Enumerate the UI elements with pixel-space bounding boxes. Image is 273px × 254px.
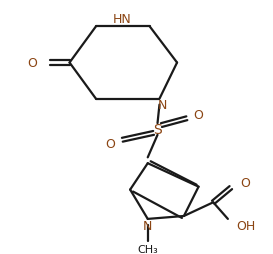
Text: N: N <box>158 99 167 112</box>
Text: O: O <box>28 57 37 70</box>
Text: O: O <box>241 177 250 189</box>
Text: HN: HN <box>113 13 132 26</box>
Text: S: S <box>153 122 162 136</box>
Text: O: O <box>194 108 203 121</box>
Text: OH: OH <box>236 219 255 232</box>
Text: CH₃: CH₃ <box>137 244 158 254</box>
Text: O: O <box>106 138 115 151</box>
Text: N: N <box>143 219 152 232</box>
